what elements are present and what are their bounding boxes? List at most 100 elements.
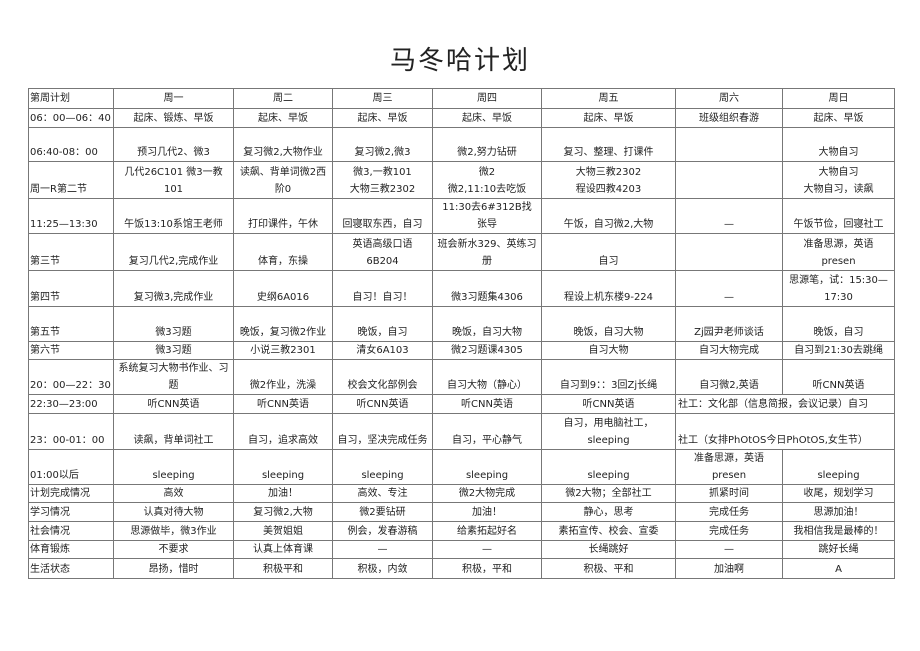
- table-cell: 长绳跳好: [541, 540, 676, 559]
- table-cell: 起床、早饭: [432, 108, 542, 128]
- table-cell: 微2作业，洗澡: [233, 359, 333, 395]
- table-cell: 听CNN英语: [782, 359, 895, 395]
- table-cell: 自习大物完成: [675, 341, 783, 360]
- table-cell: 高效: [113, 484, 234, 503]
- row-label: 06：00—06：40: [28, 108, 114, 128]
- table-cell: sleeping: [332, 449, 433, 485]
- table-cell: 高效、专注: [332, 484, 433, 503]
- table-cell: [675, 233, 783, 271]
- table-row: 22:30—23:00 听CNN英语 听CNN英语 听CNN英语 听CNN英语 听CNN英…: [28, 394, 895, 414]
- table-cell: 清女6A103: [332, 341, 433, 360]
- table-cell: 班级组织春游: [675, 108, 783, 128]
- row-label: 第三节: [28, 233, 114, 271]
- table-row: 01:00以后 sleeping sleeping sleeping sleeping s…: [28, 449, 895, 485]
- table-cell: 美贺姐姐: [233, 521, 333, 541]
- table-cell: 晚饭，自习大物: [541, 306, 676, 342]
- row-label: 学习情况: [28, 502, 114, 522]
- table-row: 学习情况 认真对待大物 复习微2,大物 微2要钻研 加油！ 静心，思考 完成任务 思源加油！: [28, 502, 895, 522]
- table-cell: 素拓宣传、校会、宣委: [541, 521, 676, 541]
- table-cell: 微3,一教101 大物三教2302: [332, 161, 433, 199]
- table-cell: 复习微2,大物: [233, 502, 333, 522]
- table-cell: 晚饭，自习: [332, 306, 433, 342]
- table-row: 第三节 复习几代2,完成作业 体育，东操 英语高级口语 6B204 班会新水329、英练…: [28, 233, 895, 271]
- table-cell: 完成任务: [675, 502, 783, 522]
- table-cell: 听CNN英语: [432, 394, 542, 414]
- table-cell: —: [675, 198, 783, 234]
- table-cell: 微2大物完成: [432, 484, 542, 503]
- table-cell: 起床、锻炼、早饭: [113, 108, 234, 128]
- row-label: 第六节: [28, 341, 114, 360]
- table-cell: [675, 161, 783, 199]
- header-row: 第周计划 周一 周二 周三 周四 周五 周六 周日: [28, 88, 895, 109]
- table-cell: 思源做毕，微3作业: [113, 521, 234, 541]
- row-label: 22:30—23:00: [28, 394, 114, 414]
- table-cell: 起床、早饭: [541, 108, 676, 128]
- table-cell: 复习微2,微3: [332, 127, 433, 162]
- table-cell: 微2要钻研: [332, 502, 433, 522]
- table-cell: 完成任务: [675, 521, 783, 541]
- table-cell: 系统复习大物书作业、习 题: [113, 359, 234, 395]
- table-cell: 英语高级口语 6B204: [332, 233, 433, 271]
- table-cell: 社工（女排PhOtOS今日PhOtOS,女生节）: [675, 413, 895, 450]
- table-row: 第五节 微3习题 晚饭，复习微2作业 晚饭，自习 晚饭，自习大物 晚饭，自习大物 Zj园尹…: [28, 306, 895, 342]
- table-cell: 11:30去6#312B找 张导: [432, 198, 542, 234]
- table-cell: 班会新水329、英练习册: [432, 233, 542, 271]
- table-cell: 自习，平心静气: [432, 413, 542, 450]
- row-label: 06:40-08：00: [28, 127, 114, 162]
- table-cell: sleeping: [432, 449, 542, 485]
- table-cell: —: [332, 540, 433, 559]
- header-day: 周一: [113, 88, 234, 109]
- table-cell: 复习微2,大物作业: [233, 127, 333, 162]
- table-cell: 加油啊: [675, 558, 783, 579]
- table-cell: 程设上机东楼9-224: [541, 270, 676, 307]
- table-cell: 打印课件，午休: [233, 198, 333, 234]
- table-row: 第六节 微3习题 小说三教2301 清女6A103 微2习题课4305 自习大物 自习大物完…: [28, 341, 895, 360]
- table-cell: 晚饭，自习大物: [432, 306, 542, 342]
- table-cell: 复习几代2,完成作业: [113, 233, 234, 271]
- table-cell: 大物自习: [782, 127, 895, 162]
- table-cell: 静心，思考: [541, 502, 676, 522]
- table-cell: 自习微2,英语: [675, 359, 783, 395]
- table-row: 06:40-08：00 预习几代2、微3 复习微2,大物作业 复习微2,微3 微2,努…: [28, 127, 895, 162]
- row-label: 体育锻炼: [28, 540, 114, 559]
- table-cell: 社工：文化部（信息简报，会议记录）自习: [675, 394, 895, 414]
- table-cell: 积极平和: [233, 558, 333, 579]
- table-cell: 跳好长绳: [782, 540, 895, 559]
- header-day: 周日: [782, 88, 895, 109]
- table-cell: 微3习题: [113, 306, 234, 342]
- row-label: 第五节: [28, 306, 114, 342]
- table-cell: 微2大物；全部社工: [541, 484, 676, 503]
- row-label: 20：00—22：30: [28, 359, 114, 395]
- table-row: 计划完成情况 高效 加油！ 高效、专注 微2大物完成 微2大物；全部社工 抓紧时间 收尾，规划…: [28, 484, 895, 503]
- table-cell: 起床、早饭: [233, 108, 333, 128]
- table-cell: 微3习题集4306: [432, 270, 542, 307]
- row-label: 第四节: [28, 270, 114, 307]
- table-cell: 大物自习 大物自习，读飙: [782, 161, 895, 199]
- row-label: 11:25—13:30: [28, 198, 114, 234]
- table-cell: 自习，用电脑社工，sleeping: [541, 413, 676, 450]
- table-row: 20：00—22：30 系统复习大物书作业、习 题微2作业，洗澡 校会文化部例会 自习…: [28, 359, 895, 395]
- table-cell: 加油！: [432, 502, 542, 522]
- table-cell: 微2,努力钻研: [432, 127, 542, 162]
- table-row: 体育锻炼 不要求 认真上体育课 — — 长绳跳好 — 跳好长绳: [28, 540, 895, 559]
- weekly-plan-table: 第周计划 周一 周二 周三 周四 周五 周六 周日 06：00—06：40 起床、锻炼、早饭 起床、…: [28, 88, 895, 579]
- table-cell: 加油！: [233, 484, 333, 503]
- table-cell: sleeping: [541, 449, 676, 485]
- table-cell: A: [782, 558, 895, 579]
- table-row: 第四节 复习微3,完成作业 史纲6A016 自习！自习！ 微3习题集4306 程设上机东楼…: [28, 270, 895, 307]
- table-cell: 积极，平和: [432, 558, 542, 579]
- table-cell: —: [432, 540, 542, 559]
- header-day: 周六: [675, 88, 783, 109]
- table-cell: 晚饭，自习: [782, 306, 895, 342]
- table-cell: 积极、平和: [541, 558, 676, 579]
- table-cell: 例会，发春游稿: [332, 521, 433, 541]
- table-cell: 思源加油！: [782, 502, 895, 522]
- table-cell: 准备思源，英语 presen: [782, 233, 895, 271]
- table-cell: 自习到21:30去跳绳: [782, 341, 895, 360]
- row-label: 周一R第二节: [28, 161, 114, 199]
- table-cell: 听CNN英语: [541, 394, 676, 414]
- row-label: 社会情况: [28, 521, 114, 541]
- table-cell: 我相信我是最棒的！: [782, 521, 895, 541]
- table-row: 06：00—06：40 起床、锻炼、早饭 起床、早饭 起床、早饭 起床、早饭 起床、早饭班…: [28, 108, 895, 128]
- header-corner: 第周计划: [28, 88, 114, 109]
